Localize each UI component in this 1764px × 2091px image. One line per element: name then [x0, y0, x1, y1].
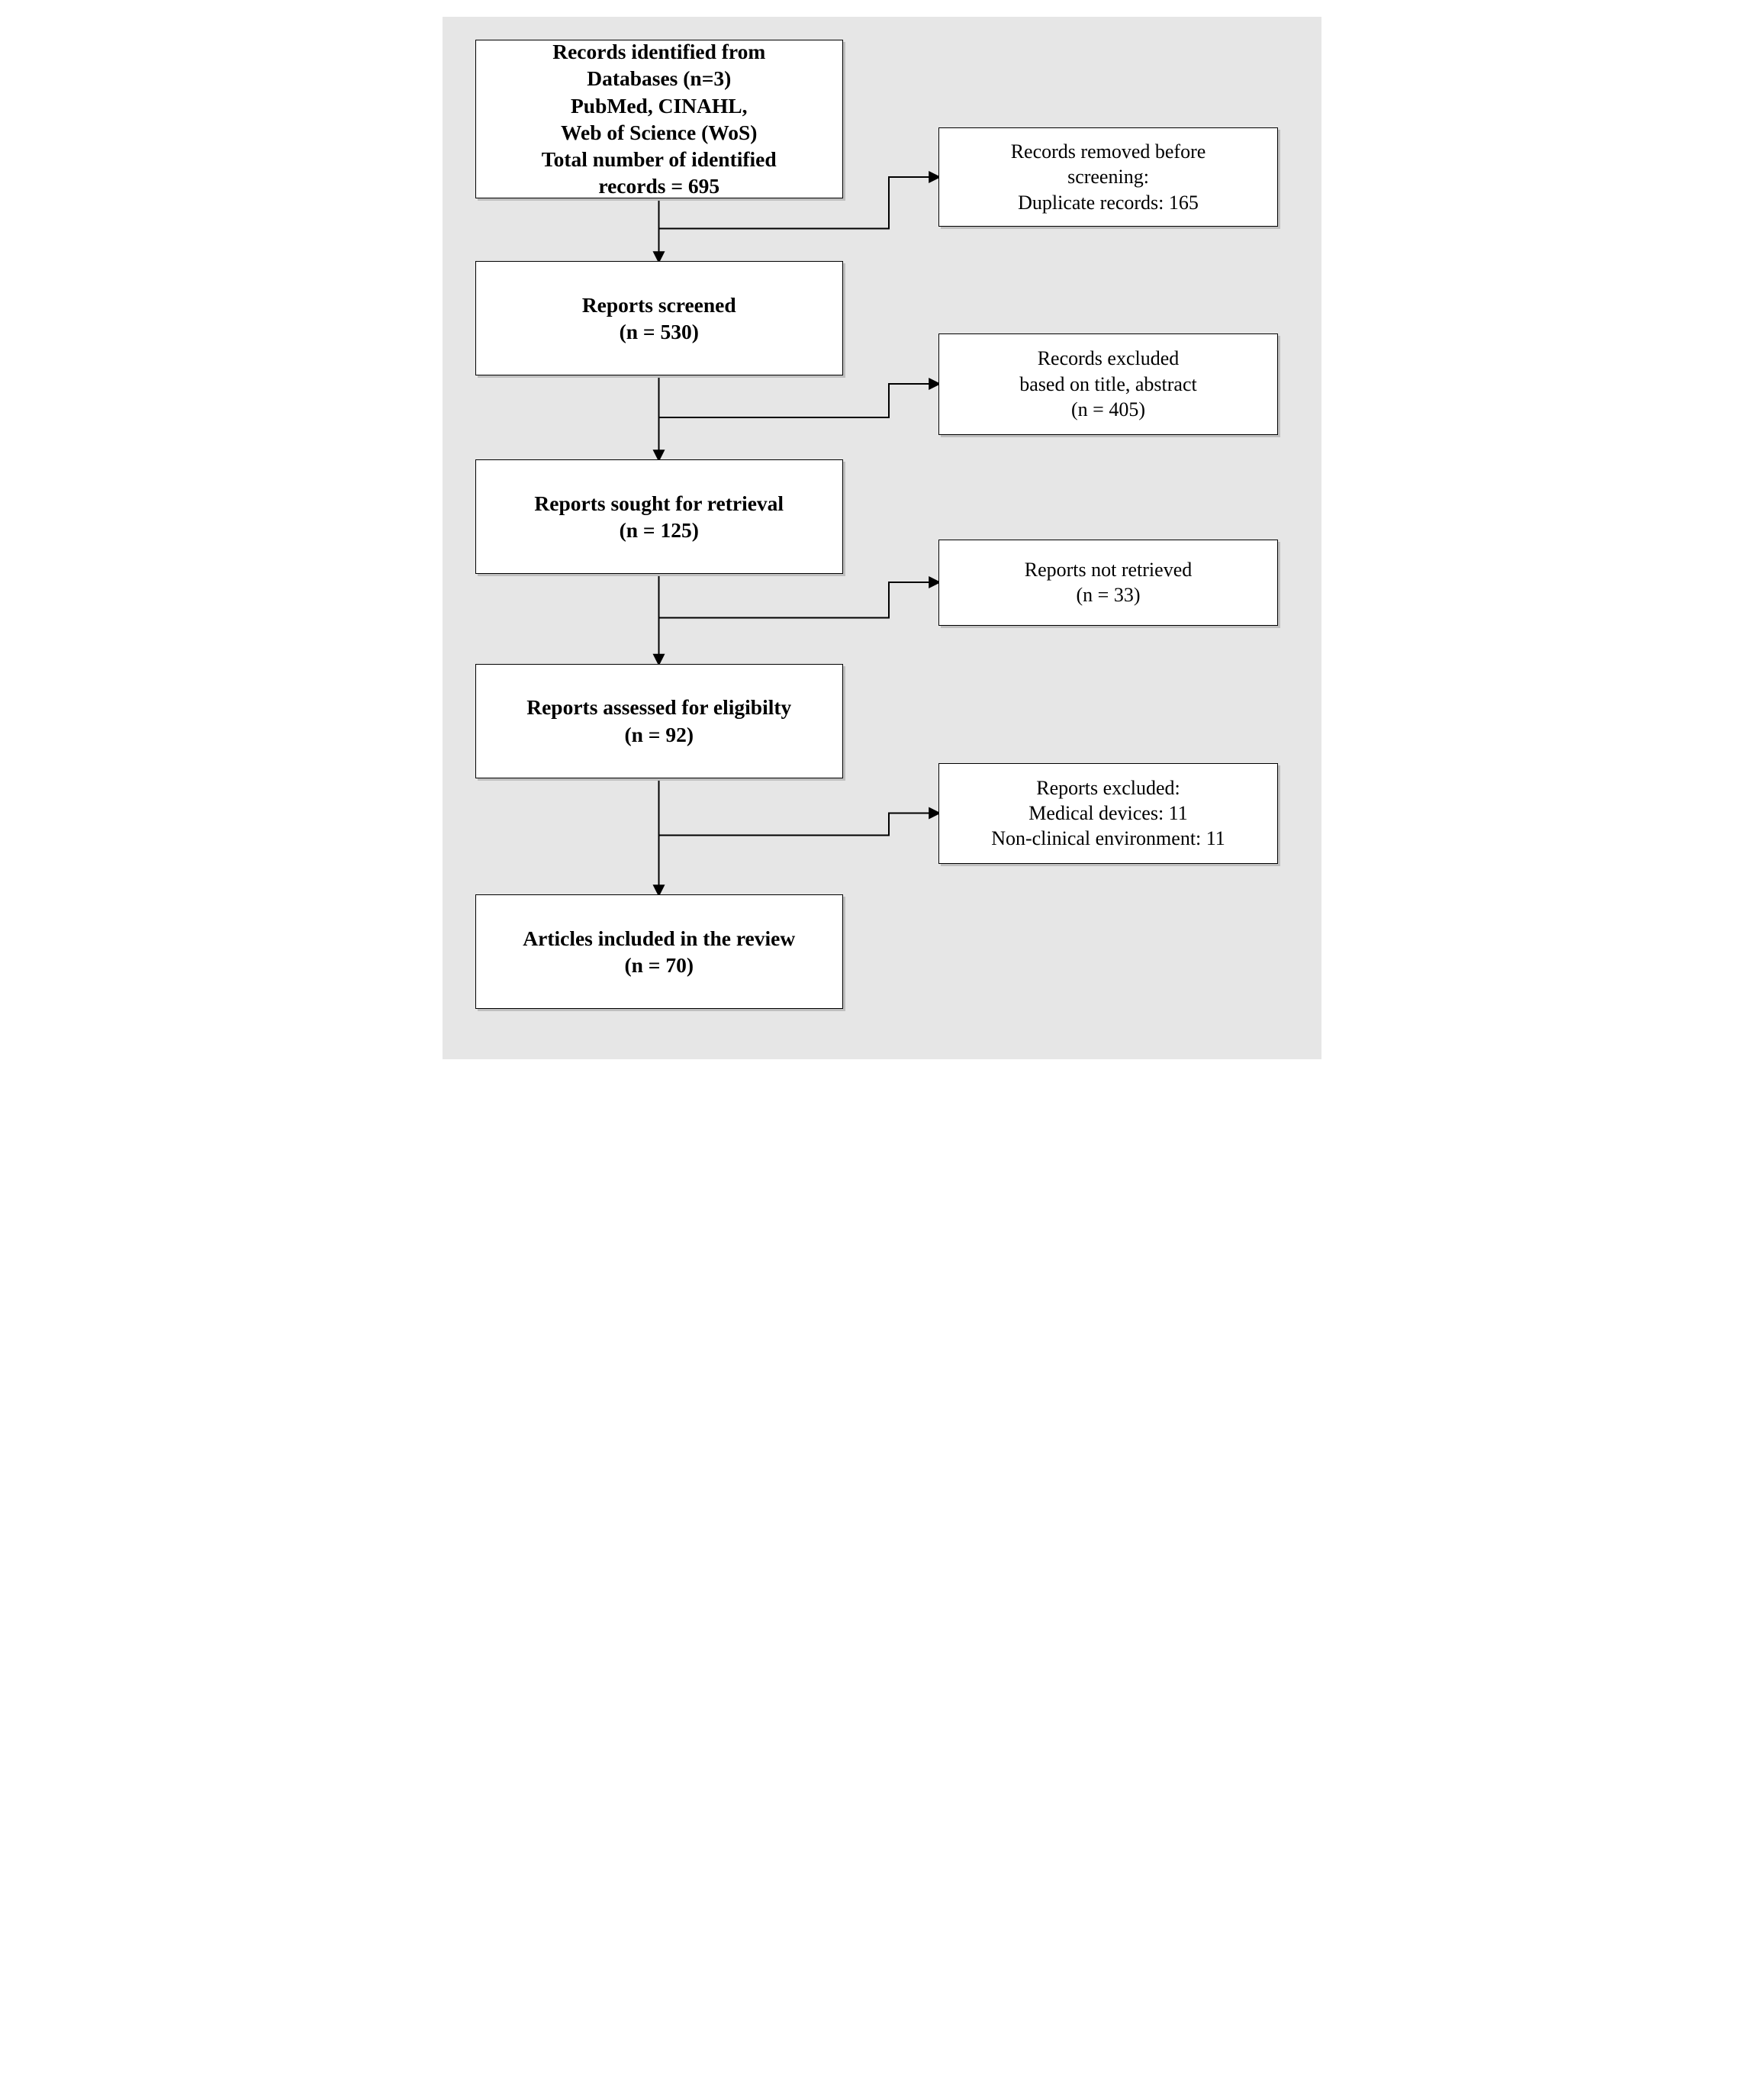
- edge: [659, 582, 939, 618]
- node-text-line: Web of Science (WoS): [561, 119, 757, 146]
- node-excl_title: Records excludedbased on title, abstract…: [938, 333, 1278, 435]
- node-text-line: Records identified from: [552, 38, 765, 65]
- node-text-line: (n = 70): [624, 952, 694, 978]
- node-text-line: Reports screened: [582, 292, 736, 318]
- node-text-line: based on title, abstract: [1019, 372, 1196, 397]
- node-text-line: Articles included in the review: [523, 925, 795, 952]
- node-excl_final: Reports excluded:Medical devices: 11Non-…: [938, 763, 1278, 865]
- node-text-line: records = 695: [598, 172, 719, 199]
- node-text-line: Medical devices: 11: [1028, 801, 1187, 826]
- node-screened: Reports screened(n = 530): [475, 261, 844, 375]
- node-text-line: (n = 92): [624, 721, 694, 748]
- node-text-line: Total number of identified: [542, 146, 777, 172]
- node-text-line: Records removed before: [1011, 139, 1206, 164]
- edge: [659, 814, 939, 836]
- node-text-line: (n = 33): [1077, 582, 1141, 607]
- node-text-line: Reports assessed for eligibilty: [526, 694, 791, 720]
- node-text-line: Reports excluded:: [1036, 775, 1180, 801]
- node-text-line: Reports not retrieved: [1025, 557, 1193, 582]
- node-removed: Records removed beforescreening:Duplicat…: [938, 127, 1278, 227]
- node-text-line: PubMed, CINAHL,: [571, 92, 747, 119]
- node-text-line: Databases (n=3): [587, 65, 731, 92]
- node-text-line: screening:: [1067, 164, 1149, 189]
- node-text-line: Duplicate records: 165: [1018, 190, 1199, 215]
- node-assessed: Reports assessed for eligibilty(n = 92): [475, 664, 844, 778]
- node-text-line: (n = 125): [620, 517, 699, 543]
- node-text-line: Reports sought for retrieval: [534, 490, 784, 517]
- edge: [659, 384, 939, 417]
- node-text-line: Records excluded: [1038, 346, 1180, 371]
- prisma-flowchart: Records identified fromDatabases (n=3)Pu…: [441, 15, 1323, 1061]
- node-text-line: (n = 405): [1071, 397, 1145, 422]
- node-included: Articles included in the review(n = 70): [475, 894, 844, 1009]
- node-text-line: (n = 530): [620, 318, 699, 345]
- node-identified: Records identified fromDatabases (n=3)Pu…: [475, 40, 844, 198]
- node-not_retr: Reports not retrieved(n = 33): [938, 540, 1278, 626]
- node-sought: Reports sought for retrieval(n = 125): [475, 459, 844, 574]
- node-text-line: Non-clinical environment: 11: [991, 826, 1225, 851]
